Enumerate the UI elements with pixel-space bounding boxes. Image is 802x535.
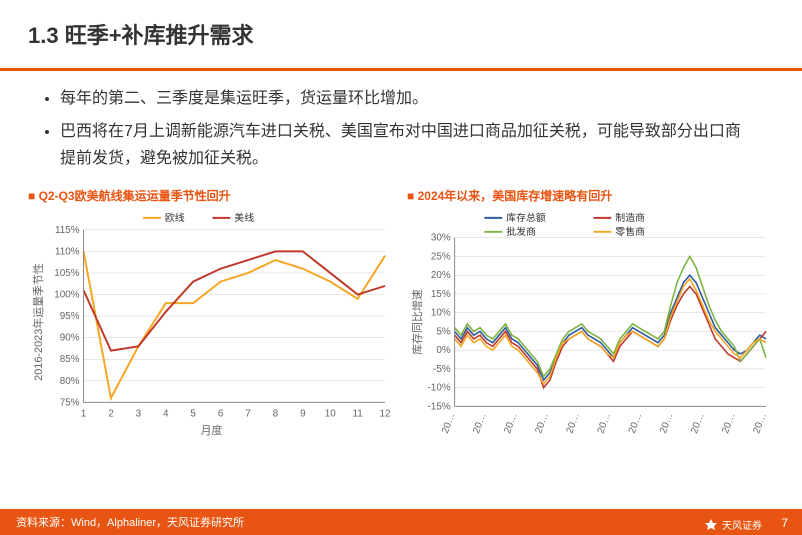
svg-text:20…: 20… <box>627 411 644 434</box>
footer: 资料来源：Wind，Alphaliner，天风证券研究所 天风证券 7 <box>0 509 802 535</box>
chart2-title: 2024年以来，美国库存增速略有回升 <box>407 187 774 204</box>
svg-text:20…: 20… <box>440 411 457 434</box>
svg-text:8: 8 <box>273 408 279 419</box>
svg-text:库存同比增速: 库存同比增速 <box>410 289 424 355</box>
svg-text:85%: 85% <box>60 354 80 365</box>
svg-text:月度: 月度 <box>201 423 223 436</box>
svg-text:2: 2 <box>108 408 114 419</box>
svg-text:20…: 20… <box>751 411 768 434</box>
logo: 天风证券 <box>704 517 762 532</box>
svg-text:库存总额: 库存总额 <box>506 210 546 223</box>
svg-text:5: 5 <box>190 408 196 419</box>
chart2-svg: 库存总额 制造商批发商 零售商 -15% -10% -5% 0% 5% 10% 15% 20% 25%… <box>407 208 774 436</box>
svg-text:-15%: -15% <box>428 401 451 412</box>
svg-text:15%: 15% <box>431 288 451 299</box>
chart1-svg: 欧线美线75%80%85%90%95%100%105%110%115%12345… <box>28 208 395 436</box>
source-text: 资料来源：Wind，Alphaliner，天风证券研究所 <box>16 514 244 530</box>
svg-text:10: 10 <box>325 408 337 419</box>
svg-text:20…: 20… <box>533 411 550 434</box>
svg-text:20…: 20… <box>720 411 737 434</box>
svg-text:1: 1 <box>81 408 87 419</box>
svg-text:0%: 0% <box>436 345 451 356</box>
chart-left: Q2-Q3欧美航线集运运量季节性回升 欧线 美线 75% 80% 85% 90% 95% 10… <box>28 187 395 441</box>
svg-text:20…: 20… <box>596 411 613 434</box>
svg-text:6: 6 <box>218 408 224 419</box>
svg-text:9: 9 <box>300 408 306 419</box>
svg-text:10%: 10% <box>431 307 451 318</box>
svg-text:115%: 115% <box>55 224 80 235</box>
svg-text:批发商: 批发商 <box>506 224 536 237</box>
svg-text:制造商: 制造商 <box>615 210 645 223</box>
logo-text: 天风证券 <box>722 517 762 532</box>
svg-text:30%: 30% <box>431 232 451 243</box>
svg-text:80%: 80% <box>60 375 80 386</box>
svg-text:欧线: 欧线 <box>165 210 185 223</box>
header: 1.3 旺季+补库推升需求 <box>0 0 802 60</box>
svg-text:100%: 100% <box>54 289 80 300</box>
svg-text:12: 12 <box>380 408 392 419</box>
svg-text:-5%: -5% <box>433 363 451 374</box>
svg-text:7: 7 <box>245 408 251 419</box>
page-number: 7 <box>781 516 788 530</box>
bullet-list: 每年的第二、三季度是集运旺季，货运量环比增加。 巴西将在7月上调新能源汽车进口关… <box>0 71 802 187</box>
logo-icon <box>704 518 718 532</box>
bullet-item: 每年的第二、三季度是集运旺季，货运量环比增加。 <box>60 85 752 112</box>
svg-text:20…: 20… <box>502 411 519 434</box>
page-title: 1.3 旺季+补库推升需求 <box>28 18 774 50</box>
svg-text:95%: 95% <box>60 311 80 322</box>
svg-text:105%: 105% <box>54 268 80 279</box>
svg-text:5%: 5% <box>436 326 451 337</box>
svg-text:4: 4 <box>163 408 169 419</box>
charts-row: Q2-Q3欧美航线集运运量季节性回升 欧线美线75%80%85%90%95%10… <box>0 187 802 441</box>
svg-text:20…: 20… <box>689 411 706 434</box>
svg-text:110%: 110% <box>55 246 80 257</box>
svg-text:20…: 20… <box>565 411 582 434</box>
svg-text:75%: 75% <box>60 397 80 408</box>
svg-text:20%: 20% <box>431 270 451 281</box>
chart1-title: Q2-Q3欧美航线集运运量季节性回升 <box>28 187 395 204</box>
svg-text:2016-2023年运量季节性: 2016-2023年运量季节性 <box>31 263 45 381</box>
svg-text:20…: 20… <box>658 411 675 434</box>
svg-text:美线: 美线 <box>234 210 254 223</box>
svg-text:25%: 25% <box>431 251 451 262</box>
svg-text:3: 3 <box>136 408 142 419</box>
svg-text:90%: 90% <box>60 332 80 343</box>
svg-text:11: 11 <box>353 408 364 419</box>
svg-text:零售商: 零售商 <box>615 224 645 237</box>
chart-right: 2024年以来，美国库存增速略有回升 库存总额 制造商批发商 零售商 -15% -10%… <box>407 187 774 441</box>
svg-text:-10%: -10% <box>428 382 451 393</box>
bullet-item: 巴西将在7月上调新能源汽车进口关税、美国宣布对中国进口商品加征关税，可能导致部分… <box>60 118 752 172</box>
svg-text:20…: 20… <box>471 411 488 434</box>
